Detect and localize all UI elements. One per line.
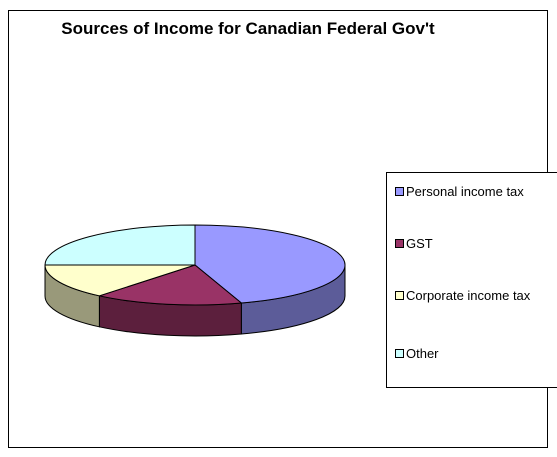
legend-label-other: Other bbox=[406, 346, 439, 361]
pie-chart bbox=[44, 224, 346, 337]
chart-title: Sources of Income for Canadian Federal G… bbox=[61, 19, 435, 38]
legend-swatch-gst bbox=[395, 239, 404, 248]
legend-label-corporate-income-tax: Corporate income tax bbox=[406, 288, 531, 303]
legend: Personal income tax GST Corporate income… bbox=[386, 172, 557, 388]
pie-tops bbox=[44, 224, 346, 306]
legend-item-other: Other bbox=[395, 347, 553, 361]
legend-item-personal-income-tax: Personal income tax bbox=[395, 185, 553, 199]
legend-item-corporate-income-tax: Corporate income tax bbox=[395, 289, 553, 303]
legend-swatch-personal-income-tax bbox=[395, 187, 404, 196]
legend-label-gst: GST bbox=[406, 236, 433, 251]
pie-slice-other bbox=[44, 224, 196, 266]
pie-slice-corporate-income-tax bbox=[44, 264, 196, 297]
legend-label-personal-income-tax: Personal income tax bbox=[406, 184, 524, 199]
legend-swatch-corporate-income-tax bbox=[395, 291, 404, 300]
legend-item-gst: GST bbox=[395, 237, 553, 251]
pie-slice-personal-income-tax bbox=[194, 224, 346, 304]
legend-swatch-other bbox=[395, 349, 404, 358]
pie-slice-gst bbox=[97, 264, 243, 306]
